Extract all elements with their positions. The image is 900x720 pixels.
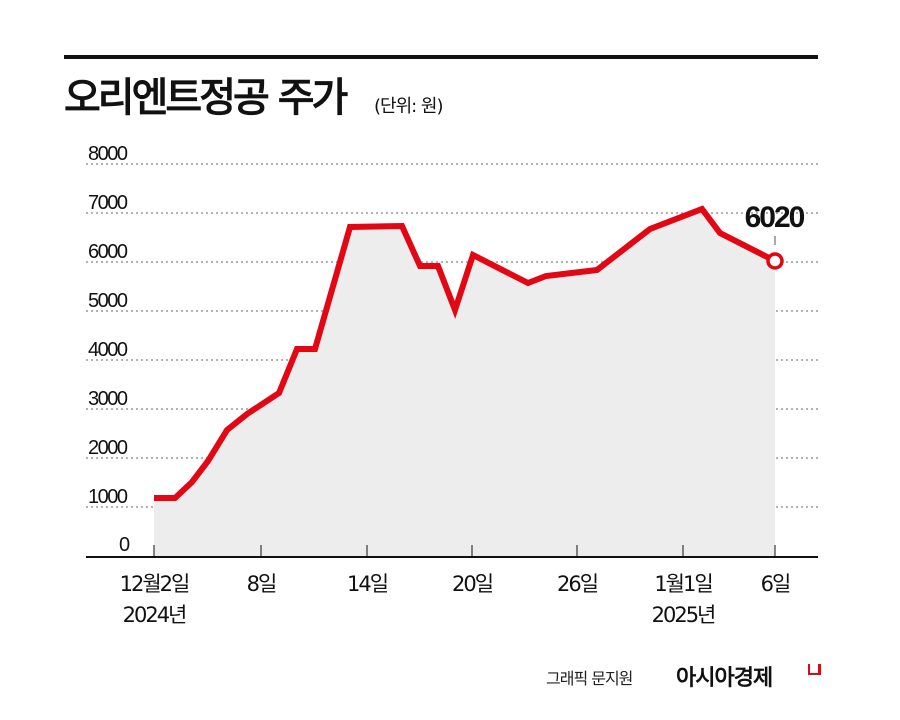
chart-title: 오리엔트정공 주가 xyxy=(64,75,348,121)
y-tick-label: 2000 xyxy=(88,437,128,459)
y-tick-label: 5000 xyxy=(88,290,128,312)
x-tick-label: 26일 xyxy=(557,572,598,596)
price-line xyxy=(154,205,777,501)
x-tick-sublabel: 2024년 xyxy=(123,603,186,627)
x-tick-label: 8일 xyxy=(247,572,276,596)
brand-mark-icon xyxy=(808,664,821,675)
x-tick-label: 14일 xyxy=(347,572,388,596)
y-tick-label: 0 xyxy=(119,534,130,556)
y-tick-label: 4000 xyxy=(88,339,128,361)
y-tick-label: 3000 xyxy=(88,388,128,410)
graphic-credit: 그래픽 문지원 xyxy=(546,669,633,688)
x-axis-ticks xyxy=(153,545,776,557)
y-axis-labels: 8000 7000 6000 5000 4000 3000 2000 1000 … xyxy=(88,143,132,556)
x-tick-label: 6일 xyxy=(761,572,790,596)
last-point-marker xyxy=(766,252,784,270)
x-axis-labels: 12월2일 2024년 8일 14일 20일 26일 1월1일 2025년 6일 xyxy=(120,572,792,627)
y-tick-label: 8000 xyxy=(88,143,128,165)
y-tick-label: 1000 xyxy=(88,486,128,508)
top-rule xyxy=(64,55,818,59)
y-tick-label: 7000 xyxy=(88,192,128,214)
x-tick-label: 12월2일 xyxy=(120,572,189,596)
unit-label: (단위: 원) xyxy=(374,96,444,117)
x-tick-label: 1월1일 xyxy=(654,572,712,596)
x-tick-sublabel: 2025년 xyxy=(652,603,715,627)
last-value-callout: 6020 xyxy=(745,201,805,234)
area-fill xyxy=(154,209,775,556)
brand-logo: 아시아경제 xyxy=(676,666,773,691)
y-tick-label: 6000 xyxy=(88,241,128,263)
x-tick-label: 20일 xyxy=(452,572,493,596)
